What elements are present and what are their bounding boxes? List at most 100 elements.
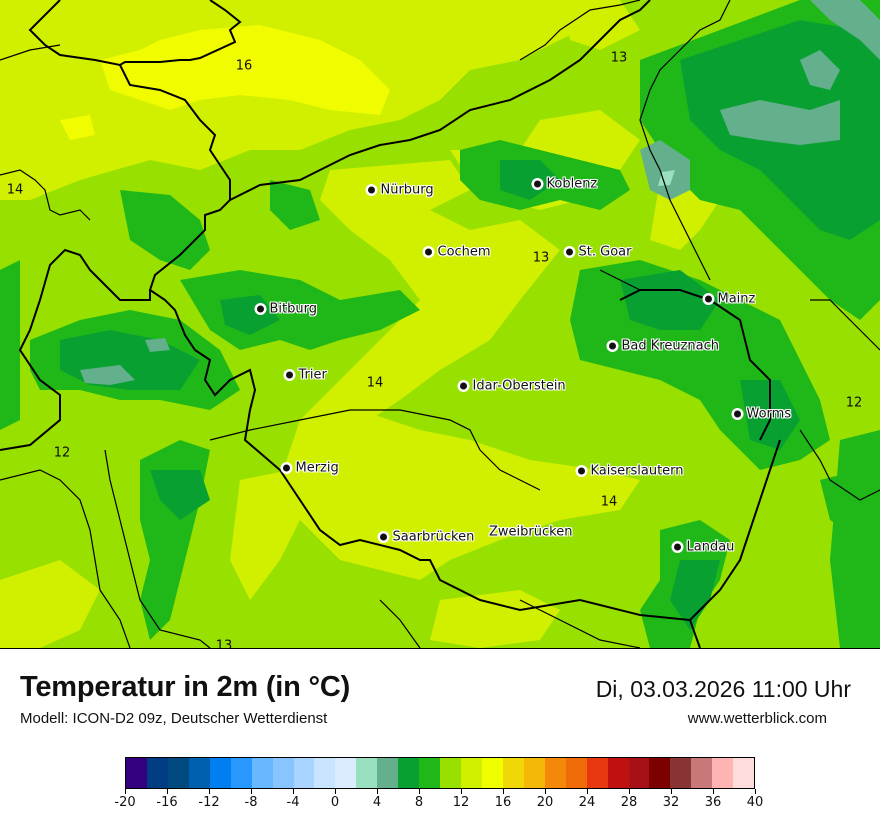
city-name: Cochem <box>437 244 491 260</box>
city-dot-icon <box>379 533 387 541</box>
colorbar-segment <box>314 758 336 788</box>
colorbar-segment <box>230 758 252 788</box>
city-dot-icon <box>608 342 616 350</box>
colorbar-segment <box>481 758 503 788</box>
colorbar-tick <box>460 789 462 794</box>
colorbar-segment <box>188 758 210 788</box>
isotherm-label: 14 <box>6 182 24 198</box>
colorbar-tick-label: 32 <box>662 795 680 810</box>
city-marker[interactable]: Merzig <box>282 460 339 476</box>
city-marker[interactable]: Worms <box>733 406 792 422</box>
isotherm-label: 14 <box>600 494 618 510</box>
colorbar-segment <box>126 758 147 788</box>
city-marker[interactable]: St. Goar <box>565 244 632 260</box>
colorbar-segment <box>733 758 755 788</box>
city-marker[interactable]: Saarbrücken <box>379 529 475 545</box>
colorbar-segment <box>649 758 671 788</box>
colorbar-tick <box>334 789 336 794</box>
temperature-field <box>0 0 880 648</box>
city-dot-icon <box>673 543 681 551</box>
city-dot-icon <box>565 248 573 256</box>
city-name: Kaiserslautern <box>590 463 684 479</box>
city-name: Idar-Oberstein <box>472 378 566 394</box>
colorbar-tick-label: 16 <box>494 795 512 810</box>
city-dot-icon <box>577 467 585 475</box>
colorbar-segment <box>251 758 273 788</box>
city-marker[interactable]: Koblenz <box>533 176 598 192</box>
temperature-map[interactable]: Nürburg Koblenz Cochem St. Goar Mainz Bitburg… <box>0 0 880 649</box>
city-marker[interactable]: Landau <box>673 539 735 555</box>
city-name: Worms <box>746 406 792 422</box>
colorbar-segment <box>670 758 692 788</box>
city-dot-icon <box>733 410 741 418</box>
city-name: Saarbrücken <box>392 529 475 545</box>
city-marker[interactable]: Bad Kreuznach <box>608 339 719 354</box>
isotherm-label: 13 <box>610 50 628 66</box>
colorbar-tick-label: 0 <box>330 795 340 810</box>
colorbar-tick <box>586 789 588 794</box>
model-source: Modell: ICON-D2 09z, Deutscher Wetterdie… <box>20 710 328 727</box>
colorbar-tick <box>376 789 378 794</box>
colorbar-segment <box>293 758 315 788</box>
colorbar-segment <box>712 758 734 788</box>
colorbar-segment <box>398 758 420 788</box>
city-name: Koblenz <box>546 176 598 192</box>
colorbar-segment <box>356 758 378 788</box>
city-marker[interactable]: Trier <box>285 367 327 383</box>
isotherm-label: 12 <box>53 445 71 461</box>
city-marker[interactable]: Bitburg <box>256 301 318 317</box>
colorbar-tick-label: 36 <box>704 795 722 810</box>
city-dot-icon <box>533 180 541 188</box>
city-dot-icon <box>256 305 264 313</box>
colorbar-tick <box>628 789 630 794</box>
colorbar-tick <box>670 789 672 794</box>
colorbar-tick <box>124 789 126 794</box>
colorbar-tick <box>292 789 294 794</box>
colorbar-tick <box>712 789 714 794</box>
colorbar-tick <box>544 789 546 794</box>
city-dot-icon <box>282 464 290 472</box>
colorbar-segment <box>523 758 545 788</box>
city-name: Trier <box>298 367 327 383</box>
colorbar-tick-label: 20 <box>536 795 554 810</box>
city-marker[interactable]: Cochem <box>424 244 491 260</box>
map-title: Temperatur in 2m (in °C) <box>20 671 351 703</box>
city-name: Nürburg <box>380 182 434 198</box>
temperature-colorbar <box>125 757 755 789</box>
city-name: Landau <box>686 539 735 555</box>
colorbar-tick-label: -4 <box>286 795 300 810</box>
colorbar-tick-label: 28 <box>620 795 638 810</box>
colorbar-segment <box>167 758 189 788</box>
colorbar-segment <box>209 758 231 788</box>
isotherm-label: 13 <box>215 638 233 649</box>
city-name: Merzig <box>295 460 339 476</box>
city-label: Zweibrücken <box>489 525 572 540</box>
city-marker[interactable]: Nürburg <box>367 182 434 198</box>
colorbar-tick-label: -16 <box>156 795 178 810</box>
city-name: St. Goar <box>578 244 632 260</box>
city-marker[interactable]: Mainz <box>704 291 756 307</box>
colorbar-segment <box>461 758 482 788</box>
colorbar-segment <box>440 758 461 788</box>
colorbar-tick-label: 24 <box>578 795 596 810</box>
colorbar-segment <box>586 758 608 788</box>
city-marker[interactable]: Idar-Oberstein <box>459 378 566 394</box>
city-name: Zweibrücken <box>489 524 573 540</box>
isotherm-label: 12 <box>845 395 863 411</box>
colorbar-tick-label: 8 <box>414 795 424 810</box>
colorbar-tick <box>418 789 420 794</box>
city-name: Mainz <box>717 291 756 307</box>
city-name: Bitburg <box>269 301 318 317</box>
colorbar-segment <box>691 758 713 788</box>
colorbar-segment <box>272 758 294 788</box>
colorbar-segment <box>335 758 357 788</box>
colorbar-tick-label: -12 <box>198 795 220 810</box>
colorbar-segment <box>419 758 441 788</box>
colorbar-tick <box>754 789 756 794</box>
colorbar-segment <box>544 758 566 788</box>
website-link[interactable]: www.wetterblick.com <box>687 710 827 727</box>
isotherm-label: 16 <box>235 58 253 74</box>
colorbar-tick-label: 4 <box>372 795 382 810</box>
city-marker[interactable]: Kaiserslautern <box>577 463 684 479</box>
colorbar-tick-label: -8 <box>244 795 258 810</box>
